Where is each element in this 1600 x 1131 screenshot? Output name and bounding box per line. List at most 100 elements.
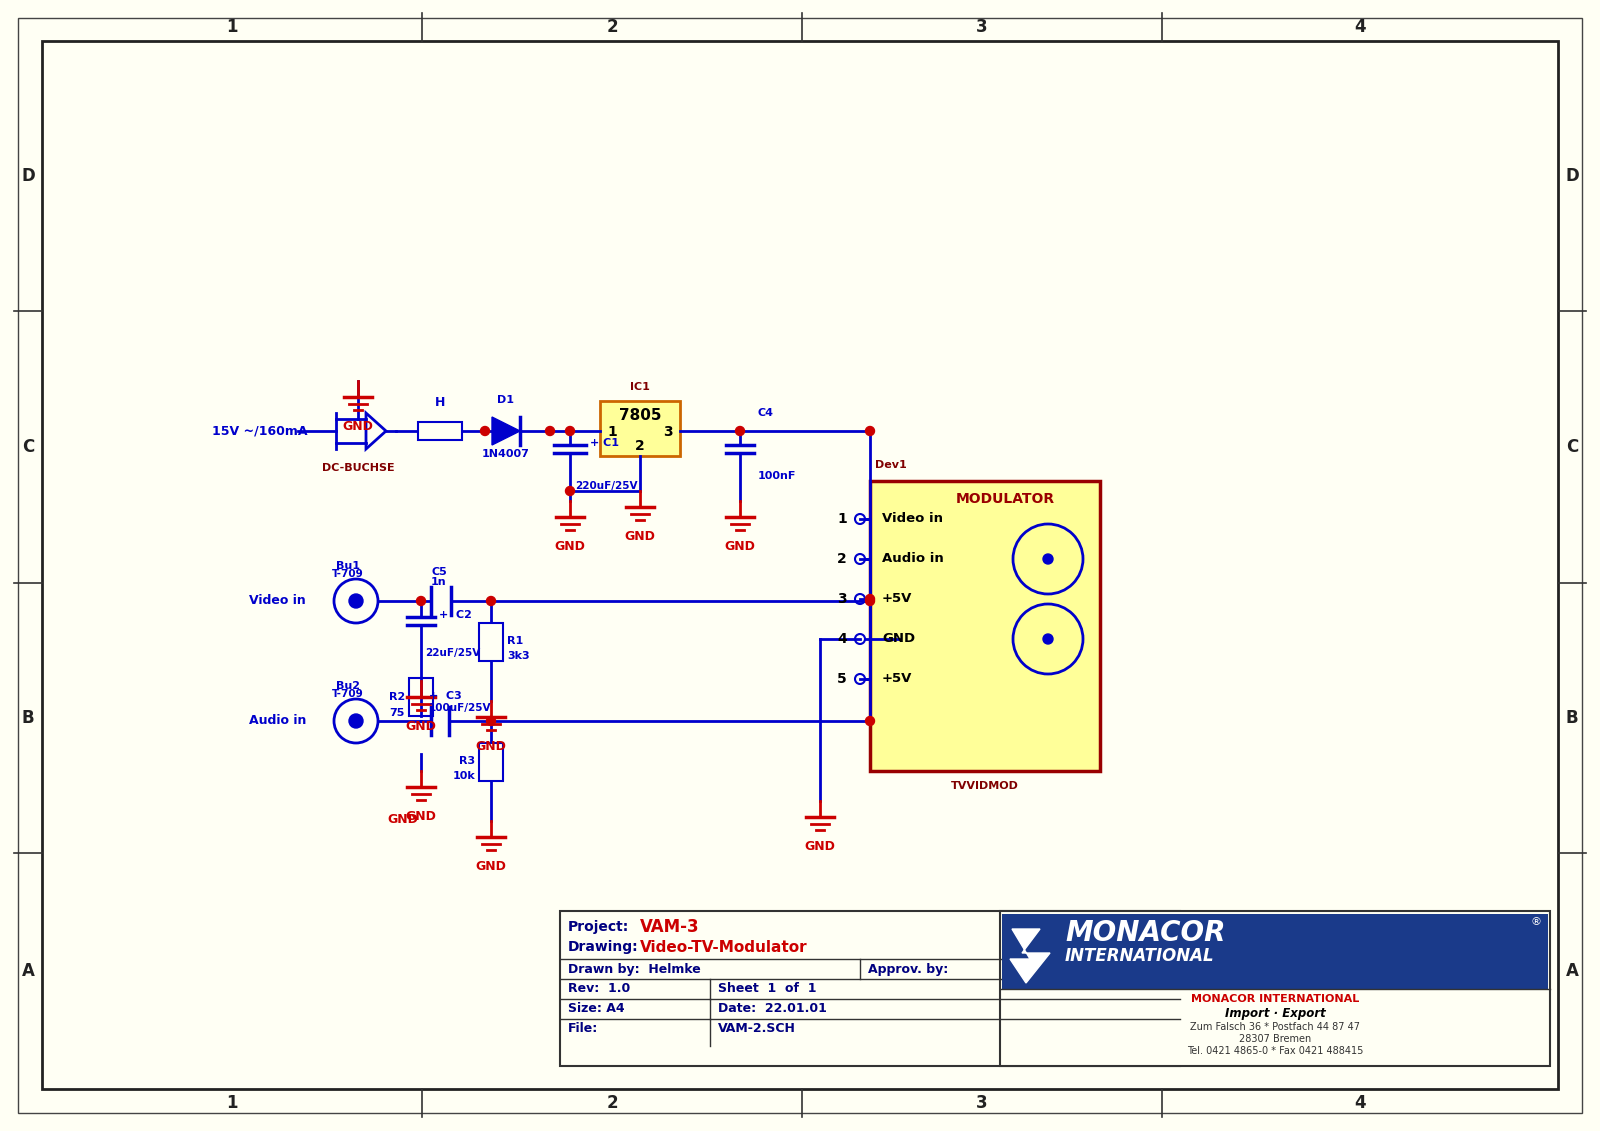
Text: 4: 4 (837, 632, 846, 646)
Text: 2: 2 (606, 18, 618, 36)
Text: 2: 2 (606, 1094, 618, 1112)
Text: 1n: 1n (430, 577, 446, 587)
Text: Size: A4: Size: A4 (568, 1002, 624, 1016)
Text: 1: 1 (226, 18, 238, 36)
Circle shape (736, 426, 744, 435)
Text: C4: C4 (758, 408, 774, 418)
Text: C: C (22, 438, 34, 456)
Text: 7805: 7805 (619, 407, 661, 423)
Text: File:: File: (568, 1022, 598, 1036)
Text: 220uF/25V: 220uF/25V (574, 481, 637, 491)
Text: H: H (435, 396, 445, 409)
Circle shape (486, 717, 496, 725)
Circle shape (1013, 524, 1083, 594)
Text: 22uF/25V: 22uF/25V (426, 648, 480, 658)
Text: R3: R3 (459, 756, 475, 766)
Bar (1000, 910, 1550, 1067)
Text: GND: GND (624, 530, 656, 543)
Text: Drawing:: Drawing: (568, 940, 638, 955)
Text: +  C3: + C3 (429, 691, 462, 701)
Text: +5V: +5V (882, 673, 912, 685)
Circle shape (565, 426, 574, 435)
Text: D: D (1565, 167, 1579, 185)
Circle shape (1013, 604, 1083, 674)
Text: 100nF: 100nF (758, 470, 797, 481)
Text: TVVIDMOD: TVVIDMOD (950, 782, 1019, 791)
Circle shape (416, 596, 426, 605)
Bar (600, 402, 680, 456)
Text: 1: 1 (837, 512, 846, 526)
Text: GND: GND (805, 840, 835, 853)
Text: 4: 4 (1354, 1094, 1366, 1112)
Text: GND: GND (342, 420, 373, 433)
Text: ®: ® (1531, 917, 1542, 927)
Text: A: A (1565, 962, 1579, 979)
Text: Video in: Video in (250, 595, 306, 607)
Text: 3: 3 (976, 1094, 987, 1112)
Text: C: C (1566, 438, 1578, 456)
Text: DC-BUCHSE: DC-BUCHSE (322, 463, 394, 473)
Text: GND: GND (725, 539, 755, 553)
Text: 28307 Bremen: 28307 Bremen (1238, 1034, 1310, 1044)
Circle shape (866, 426, 875, 435)
Text: 2: 2 (837, 552, 846, 566)
Bar (478, 623, 502, 661)
Text: GND: GND (555, 539, 586, 553)
Text: 2: 2 (635, 439, 645, 454)
Text: R1: R1 (507, 636, 523, 646)
Circle shape (1043, 634, 1053, 644)
Text: Sheet  1  of  1: Sheet 1 of 1 (718, 983, 816, 995)
Text: 1: 1 (226, 1094, 238, 1112)
Text: 3: 3 (976, 18, 987, 36)
Text: Approv. by:: Approv. by: (867, 962, 949, 976)
Text: Video in: Video in (882, 512, 942, 526)
Text: GND: GND (475, 740, 507, 753)
Text: Dev1: Dev1 (875, 460, 907, 470)
Text: R2: R2 (389, 692, 405, 702)
Text: D1: D1 (498, 395, 515, 405)
Text: Bu2: Bu2 (336, 681, 360, 691)
Bar (1002, 914, 1549, 988)
Text: GND: GND (387, 813, 419, 826)
Text: 100uF/25V: 100uF/25V (429, 703, 491, 713)
Text: B: B (1566, 709, 1578, 727)
Bar (418, 422, 462, 440)
Text: C5: C5 (430, 567, 446, 577)
Text: MONACOR: MONACOR (1066, 920, 1226, 947)
Text: Date:  22.01.01: Date: 22.01.01 (718, 1002, 827, 1016)
Text: Tel. 0421 4865-0 * Fax 0421 488415: Tel. 0421 4865-0 * Fax 0421 488415 (1187, 1046, 1363, 1056)
Text: Audio in: Audio in (248, 715, 306, 727)
Text: Project:: Project: (568, 920, 629, 934)
Circle shape (349, 594, 363, 608)
Text: 1N4007: 1N4007 (482, 449, 530, 459)
Text: 5: 5 (837, 672, 846, 687)
Bar (560, 910, 1181, 1067)
Circle shape (866, 595, 875, 604)
Text: A: A (21, 962, 35, 979)
Text: D: D (21, 167, 35, 185)
Text: GND: GND (405, 810, 437, 823)
Text: 3k3: 3k3 (507, 651, 530, 661)
Bar (410, 677, 434, 716)
Text: + C1: + C1 (590, 438, 619, 448)
Circle shape (565, 486, 574, 495)
Text: 4: 4 (1354, 18, 1366, 36)
Text: GND: GND (405, 720, 437, 733)
Text: Bu1: Bu1 (336, 561, 360, 571)
Text: T-709: T-709 (333, 569, 363, 579)
Text: Import · Export: Import · Export (1224, 1007, 1325, 1019)
Circle shape (349, 714, 363, 728)
Text: GND: GND (475, 860, 507, 873)
Text: 10k: 10k (453, 771, 475, 782)
Text: VAM-2.SCH: VAM-2.SCH (718, 1022, 795, 1036)
Polygon shape (493, 417, 520, 444)
Text: MODULATOR: MODULATOR (955, 492, 1054, 506)
Text: 3: 3 (662, 425, 674, 439)
Text: 75: 75 (390, 708, 405, 718)
Text: Video-TV-Modulator: Video-TV-Modulator (640, 940, 808, 955)
Polygon shape (1010, 929, 1050, 983)
Text: T-709: T-709 (333, 689, 363, 699)
Bar (870, 481, 1101, 771)
Bar (478, 743, 502, 782)
Text: Zum Falsch 36 * Postfach 44 87 47: Zum Falsch 36 * Postfach 44 87 47 (1190, 1022, 1360, 1031)
